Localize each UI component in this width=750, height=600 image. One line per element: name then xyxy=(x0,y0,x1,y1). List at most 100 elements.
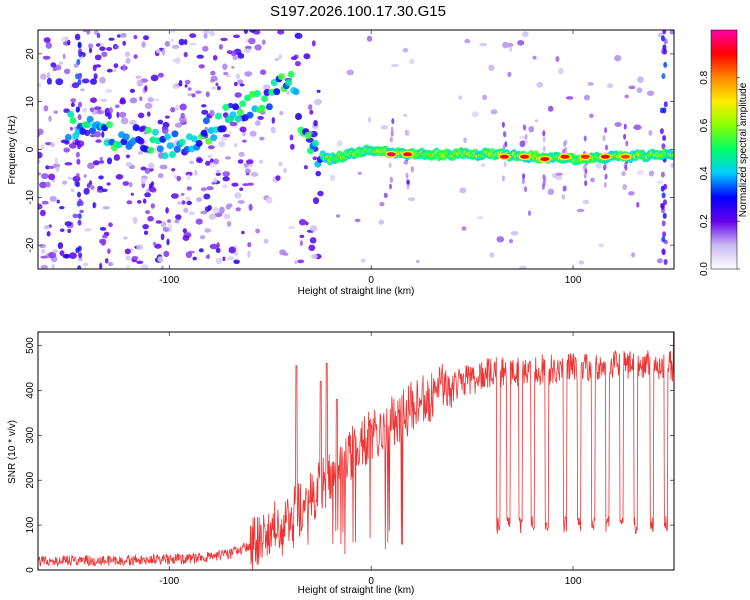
spectrogram-cell xyxy=(661,249,666,256)
spectrogram-cell xyxy=(133,34,138,40)
spectrogram-cell xyxy=(54,157,58,165)
spectrogram-cell xyxy=(565,96,574,100)
spectrogram-cell xyxy=(88,47,93,54)
spectrogram-cell xyxy=(191,93,196,98)
spectrogram-cell xyxy=(67,39,71,46)
spectrogram-cell xyxy=(542,136,546,143)
spectrogram-cell xyxy=(77,42,82,49)
spectrogram-cell xyxy=(40,255,48,259)
spectrogram-cell xyxy=(656,180,664,184)
spectrogram-cell xyxy=(459,187,467,194)
spectrogram-cell xyxy=(53,110,58,114)
spectrogram-cell xyxy=(228,130,232,135)
spectrogram-cell xyxy=(94,106,102,111)
spectrogram-cell xyxy=(144,167,151,174)
spectrogram-cell xyxy=(166,238,170,246)
spectrogram-cell xyxy=(59,250,65,256)
spectrogram-cell xyxy=(39,181,48,189)
spectrogram-cell xyxy=(75,173,80,179)
spectrogram-cell xyxy=(77,114,82,121)
spectrogram-cell xyxy=(171,168,176,172)
spectrogram-cell xyxy=(114,104,120,109)
spectrogram-cell xyxy=(219,206,225,214)
spectrogram-cell xyxy=(78,101,82,108)
spectrogram-cell xyxy=(408,58,415,65)
spectrogram-cell xyxy=(116,111,120,118)
spectrogram-cell xyxy=(154,243,162,249)
spectrogram-cell xyxy=(249,130,257,137)
spectrogram-cell xyxy=(83,187,90,195)
spectrogram-cell xyxy=(294,260,298,264)
spectrogram-cell xyxy=(189,33,197,38)
spectrogram-cell xyxy=(81,78,90,84)
spectrogram-cell xyxy=(76,181,80,188)
spectrogram-cell xyxy=(270,79,278,86)
spectrogram-cell xyxy=(660,107,664,114)
spectrogram-cell xyxy=(509,46,513,53)
spectrogram-cell xyxy=(661,73,666,80)
spectrogram-cell xyxy=(205,91,210,98)
spectrogram-cell xyxy=(67,228,72,234)
spectrogram-y-label: Frequency (Hz) xyxy=(7,116,18,185)
spectrogram-cell xyxy=(534,119,539,123)
spectrogram-cell xyxy=(41,173,49,180)
spectrogram-cell xyxy=(77,213,82,220)
spectrogram-cell xyxy=(670,162,674,168)
spectrogram-x-tick-label: 0 xyxy=(368,275,374,286)
spectrogram-cell xyxy=(161,125,168,130)
spectrogram-cell xyxy=(239,100,247,108)
spectrogram-cell xyxy=(184,39,188,45)
spectrogram-cell xyxy=(89,107,95,113)
spectrogram-cell xyxy=(147,146,155,154)
spectrogram-cell xyxy=(661,220,666,227)
spectrogram-cell xyxy=(205,255,210,259)
spectrogram-cell xyxy=(48,251,57,259)
spectrogram-cell xyxy=(260,69,267,75)
spectrogram-cell xyxy=(82,107,87,113)
spectrogram-cell xyxy=(125,161,133,167)
spectrogram-cell xyxy=(528,126,534,133)
spectrogram-cell xyxy=(104,258,109,264)
spectrogram-cell xyxy=(153,98,160,102)
snr-y-tick-label: 0 xyxy=(25,567,36,573)
spectrogram-cell xyxy=(503,161,507,168)
spectrogram-cell xyxy=(360,258,366,263)
spectrogram-cell xyxy=(542,130,546,137)
spectrogram-cell xyxy=(147,111,151,117)
spectrogram-cell xyxy=(458,95,463,100)
spectrogram-cell xyxy=(555,172,563,176)
spectrogram-cell xyxy=(311,40,316,47)
spectrogram-cell xyxy=(582,199,590,205)
spectrogram-cell xyxy=(157,256,163,263)
spectrogram-cell xyxy=(64,162,73,166)
spectrogram-cell xyxy=(226,50,233,55)
spectrogram-cell xyxy=(108,37,115,41)
spectrogram-cell xyxy=(101,51,108,57)
spectrogram-cell xyxy=(237,53,245,59)
spectrogram-cell xyxy=(637,76,644,83)
spectrogram-cell xyxy=(235,207,241,212)
spectrogram-cell xyxy=(38,159,41,164)
spectrogram-cell xyxy=(102,188,108,192)
spectrogram-cell xyxy=(274,57,280,62)
spectrogram-cell xyxy=(82,30,87,33)
spectrogram-cell xyxy=(140,166,147,171)
spectrogram-cell xyxy=(662,212,667,219)
spectrogram-cell xyxy=(210,134,218,142)
snr-y-tick-label: 300 xyxy=(25,427,36,444)
spectrogram-cell xyxy=(285,79,293,86)
spectrogram-cell xyxy=(271,117,275,124)
spectrogram-cell xyxy=(259,159,264,164)
spectrogram-cell xyxy=(259,136,265,141)
spectrogram-cell xyxy=(142,224,149,230)
spectrogram-cell xyxy=(661,35,665,42)
spectrogram-cell xyxy=(89,127,96,135)
spectrogram-cell xyxy=(237,200,245,204)
spectrogram-cell xyxy=(72,213,79,219)
spectrogram-cell xyxy=(524,186,528,193)
spectrogram-cell xyxy=(222,171,230,177)
spectrogram-cell xyxy=(628,85,636,90)
spectrogram-cell xyxy=(199,235,206,240)
